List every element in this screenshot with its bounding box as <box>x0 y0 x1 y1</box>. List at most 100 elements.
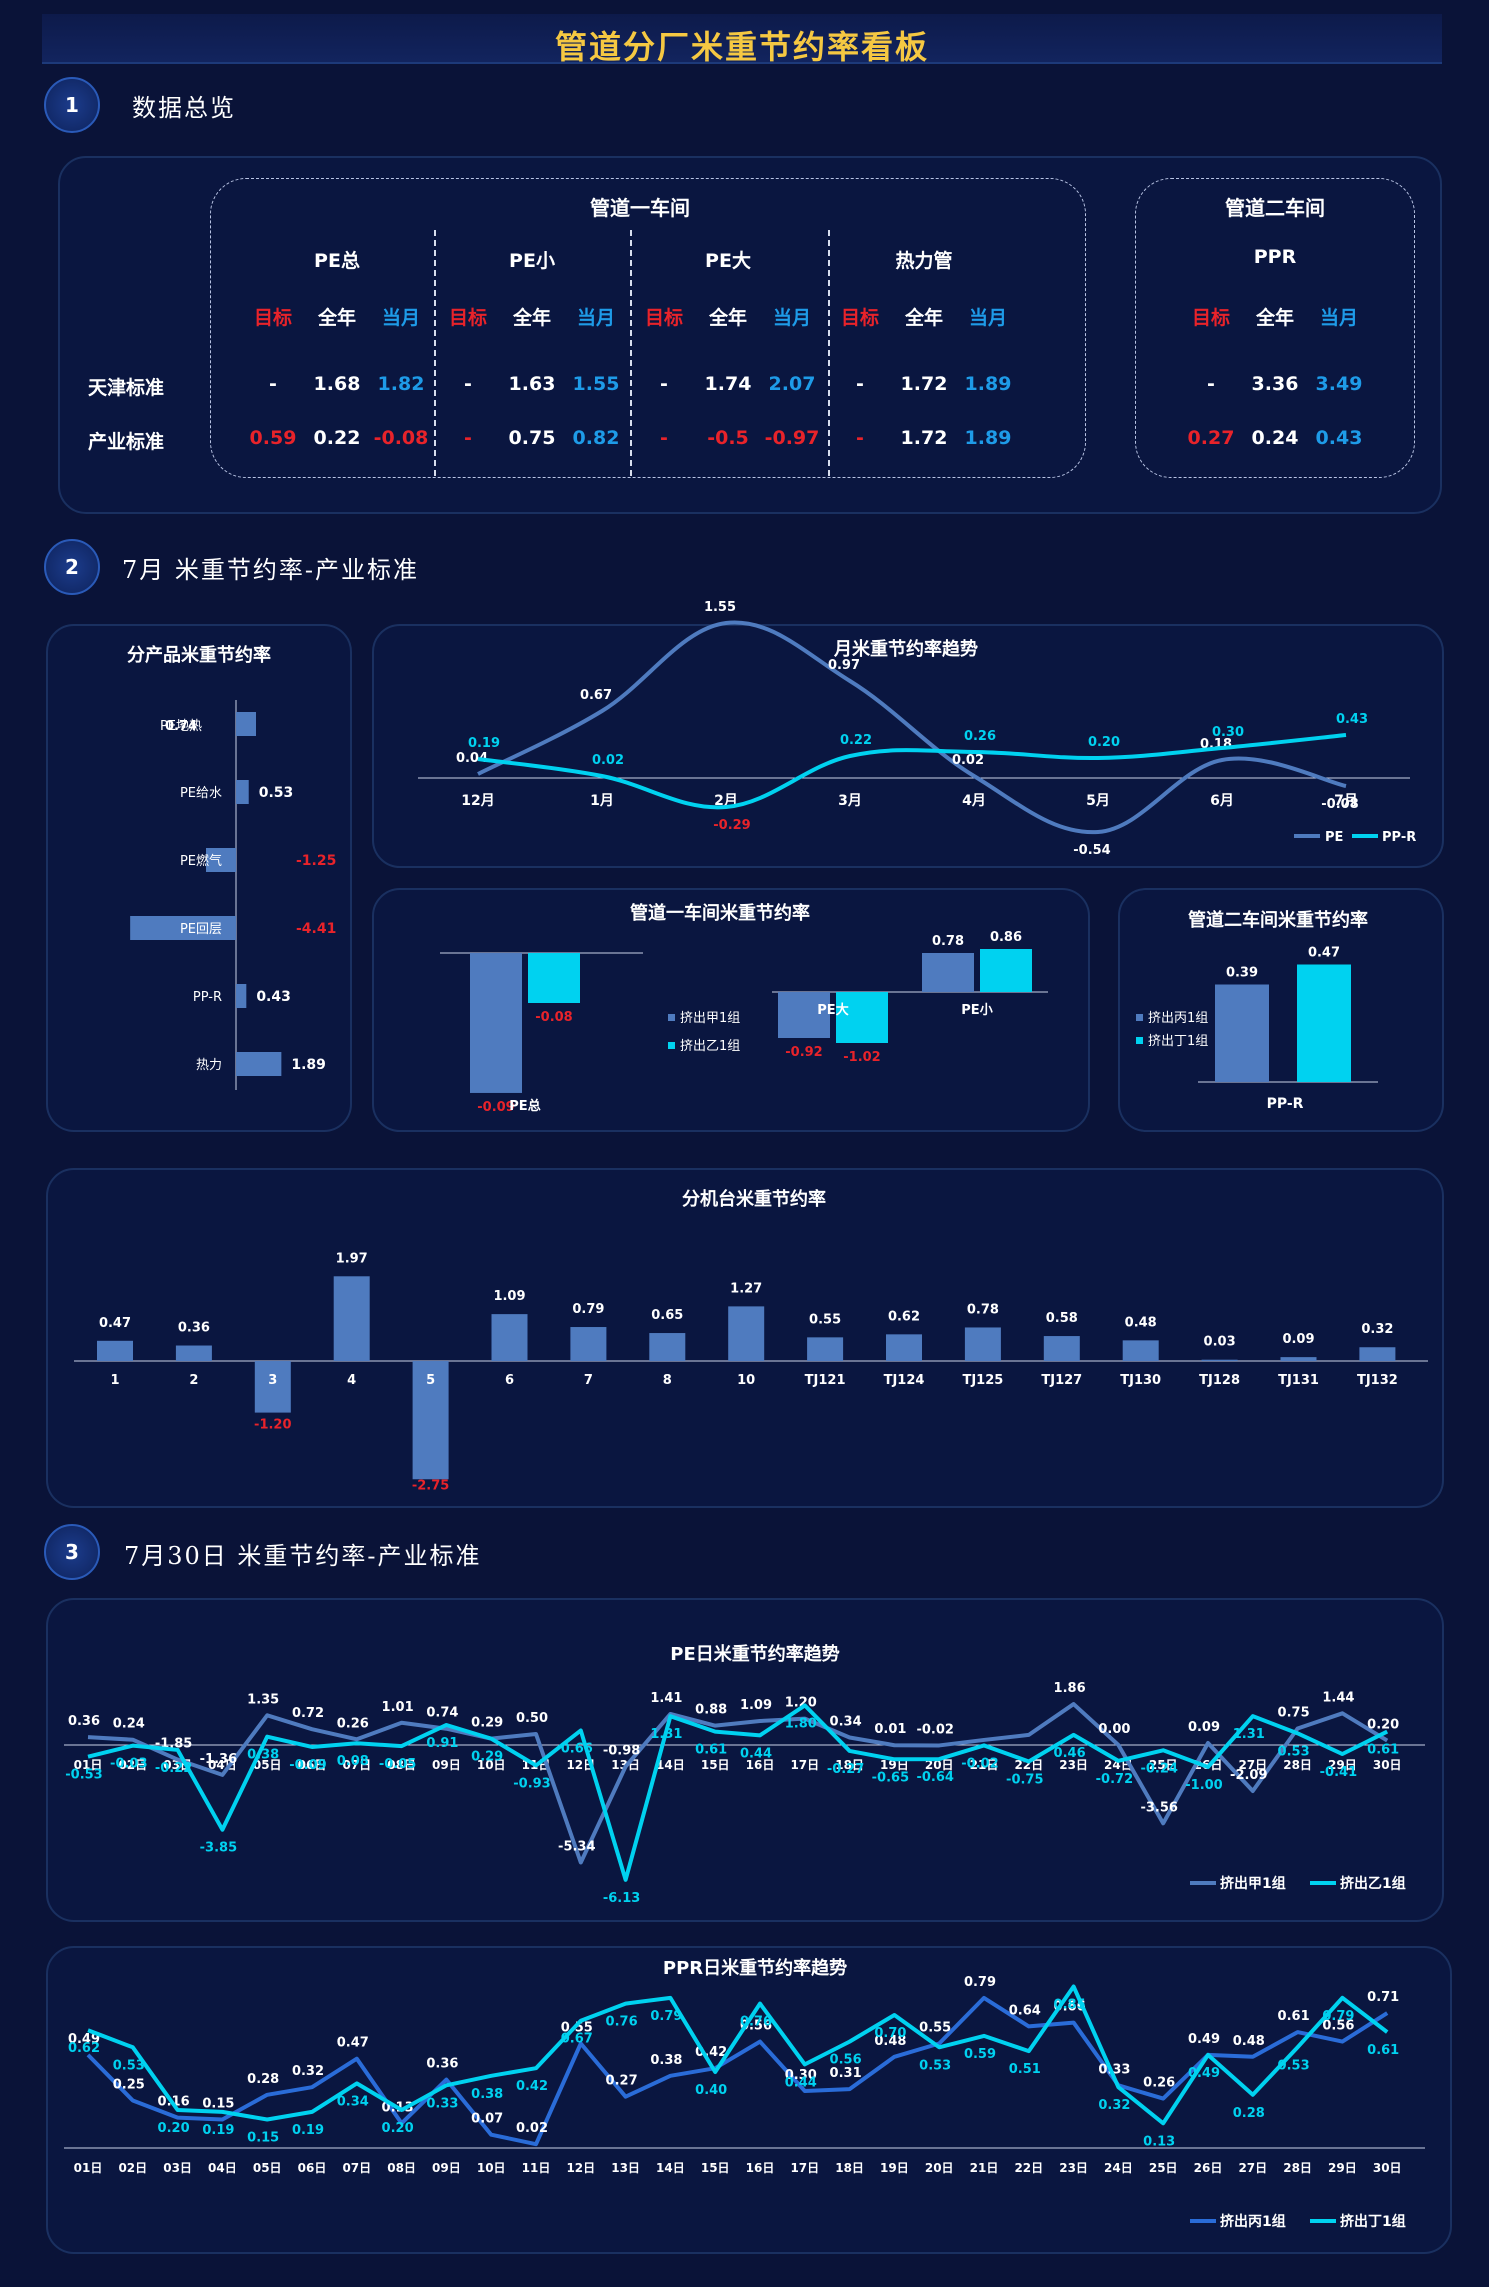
pe_daily-data-label: -0.05 <box>379 1757 416 1772</box>
ppr_daily-x-tick: 22日 <box>1014 2161 1043 2175</box>
pe_daily-x-tick: 30日 <box>1373 1758 1402 1772</box>
pe_daily-data-label: 1.41 <box>650 1691 682 1706</box>
pe_daily-data-label: 0.91 <box>426 1736 458 1751</box>
machine-bar <box>175 1345 212 1361</box>
pe_daily-x-tick: 01日 <box>74 1758 103 1772</box>
machine-value-label: 0.65 <box>651 1308 683 1323</box>
ppr_daily-data-label: 0.33 <box>426 2096 458 2111</box>
ws1-chart-title: 管道一车间米重节约率 <box>630 902 810 924</box>
product-value-label: 0.53 <box>259 785 294 801</box>
ppr_daily-data-label: 0.25 <box>113 2078 145 2093</box>
ppr_daily-data-label: 0.61 <box>1278 2009 1310 2024</box>
pe_daily-data-label: -0.03 <box>110 1757 147 1772</box>
ws1-category-label: PE大 <box>817 1002 848 1018</box>
ws1-bar <box>980 949 1032 992</box>
ws2-legend-label: 挤出丙1组 <box>1148 1011 1208 1026</box>
machine-bar <box>1043 1336 1080 1361</box>
ppr_daily-data-label: 0.53 <box>1278 2058 1310 2073</box>
ppr_daily-data-label: 0.49 <box>1188 2066 1220 2081</box>
machine-chart-title: 分机台米重节约率 <box>682 1188 826 1210</box>
pe_daily-x-tick: 17日 <box>790 1758 819 1772</box>
pe_daily-data-label: 0.66 <box>561 1741 593 1756</box>
pe_daily-data-label: 0.00 <box>1098 1722 1130 1737</box>
product-value-label: 1.89 <box>291 1057 326 1073</box>
pe_daily-data-label: 0.20 <box>1367 1718 1399 1733</box>
tianjin-value: 3.36 <box>1251 373 1299 395</box>
ppr_daily-legend-label: 挤出丁1组 <box>1340 2213 1406 2230</box>
ppr_daily-data-label: 0.44 <box>785 2075 817 2090</box>
machine-x-tick: 6 <box>505 1373 514 1388</box>
tianjin-value: 1.89 <box>964 373 1012 395</box>
ppr_daily-series-line <box>87 1984 1389 2126</box>
pe_daily-data-label: 0.50 <box>516 1711 548 1726</box>
pe_daily-data-label: -0.02 <box>961 1756 998 1771</box>
machine-bar <box>649 1333 686 1361</box>
pe_daily-x-tick: 06日 <box>298 1758 327 1772</box>
machine-value-label: 0.55 <box>809 1312 841 1327</box>
machine-x-tick: TJ131 <box>1278 1373 1319 1388</box>
pe_daily-x-tick: 14日 <box>656 1758 685 1772</box>
pe_daily-data-label: 0.74 <box>426 1706 458 1721</box>
machine-value-label: 0.62 <box>888 1309 920 1324</box>
ppr_daily-data-label: 0.07 <box>471 2112 503 2127</box>
ppr_daily-x-tick: 12日 <box>566 2161 595 2175</box>
machine-x-tick: 2 <box>189 1373 198 1388</box>
pe_daily-data-label: 1.35 <box>247 1692 279 1707</box>
pe_daily-data-label: -0.41 <box>1320 1765 1357 1780</box>
ws1-bar <box>778 992 830 1038</box>
industry-value: 0.82 <box>572 427 620 449</box>
ppr_daily-data-label: 0.55 <box>919 2021 951 2036</box>
pe_daily-x-tick: 07日 <box>342 1758 371 1772</box>
machine-bar <box>1122 1340 1159 1361</box>
pe-daily-panel <box>46 1598 1444 1922</box>
ppr_daily-data-label: 0.67 <box>561 2032 593 2047</box>
machine-x-tick: 5 <box>426 1373 435 1388</box>
monthly-data-label: -0.54 <box>1073 843 1110 858</box>
product-category-label: PE地热 <box>160 719 202 734</box>
monthly-data-label: 0.67 <box>580 688 612 703</box>
ppr_daily-data-label: 0.26 <box>1143 2076 1175 2091</box>
ws1-bar <box>528 953 580 1003</box>
ppr_daily-data-label: 0.28 <box>247 2072 279 2087</box>
col-label-month: 当月 <box>1319 307 1358 329</box>
ws1-value-label: -0.92 <box>785 1045 822 1060</box>
ws1-value-label: -1.02 <box>843 1050 880 1065</box>
group-name: PPR <box>1253 246 1297 268</box>
machine-bar <box>1359 1347 1396 1361</box>
workshop1-box <box>210 178 1086 478</box>
pe_daily-data-label: 0.08 <box>337 1754 369 1769</box>
ppr_daily-x-tick: 29日 <box>1328 2161 1357 2175</box>
ppr_daily-data-label: 0.56 <box>830 2053 862 2068</box>
col-label-year: 全年 <box>512 307 551 329</box>
ws1-bar <box>470 953 522 1093</box>
machine-x-tick: 1 <box>110 1373 119 1388</box>
pe_daily-data-label: 1.01 <box>382 1700 414 1715</box>
ppr_daily-data-label: 0.71 <box>1367 1990 1399 2005</box>
ppr_daily-data-label: 0.59 <box>964 2047 996 2062</box>
monthly-data-label: 0.20 <box>1088 735 1120 750</box>
ppr_daily-data-label: 0.15 <box>247 2131 279 2146</box>
ppr_daily-data-label: 0.79 <box>1322 2009 1354 2024</box>
monthly-data-label: -0.08 <box>1321 797 1358 812</box>
pe_daily-legend-label: 挤出乙1组 <box>1340 1875 1406 1892</box>
industry-value: 0.43 <box>1315 427 1363 449</box>
pe_daily-data-label: 0.46 <box>1054 1746 1086 1761</box>
machine-bar <box>807 1337 844 1361</box>
ppr_daily-data-label: 0.76 <box>740 2015 772 2030</box>
ppr_daily-x-tick: 18日 <box>835 2161 864 2175</box>
monthly-series-line <box>477 620 1347 835</box>
ppr-daily-panel <box>46 1946 1452 2254</box>
tianjin-value: 1.55 <box>572 373 620 395</box>
machine-value-label: 1.97 <box>336 1251 368 1266</box>
ws2-bar <box>1297 964 1351 1082</box>
section-2-badge: 2 <box>44 539 100 595</box>
machine-x-tick: 10 <box>737 1373 755 1388</box>
product-category-label: PE给水 <box>180 786 222 801</box>
col-label-month: 当月 <box>772 307 811 329</box>
product-value-label: 0.74 <box>165 719 197 734</box>
machine-x-tick: TJ125 <box>962 1373 1003 1388</box>
machine-bar <box>97 1340 133 1361</box>
pe_daily-data-label: -5.34 <box>558 1839 595 1854</box>
pe_daily-data-label: 0.01 <box>874 1722 906 1737</box>
ws1-value-label: -0.09 <box>477 1100 514 1115</box>
